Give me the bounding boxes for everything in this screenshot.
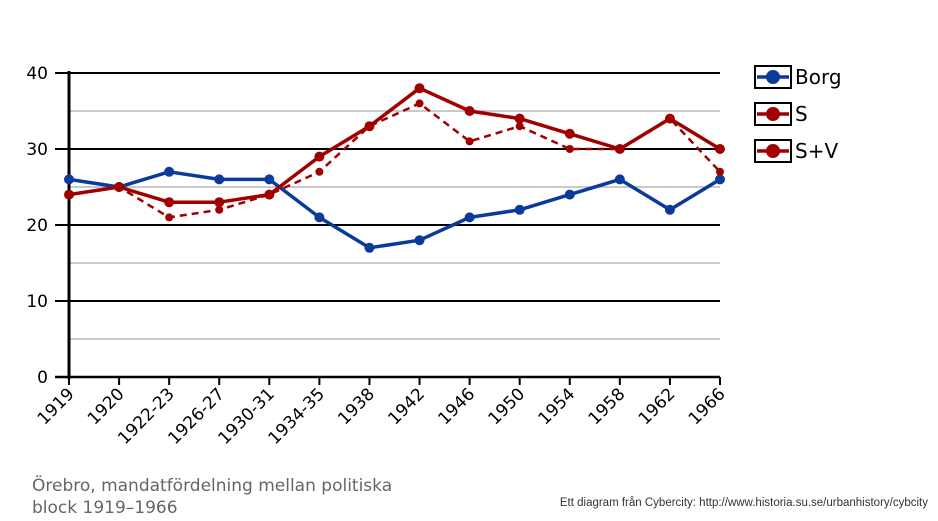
- data-point-S+V: [214, 197, 225, 208]
- data-point-S+V: [664, 113, 675, 124]
- x-tick-label: 1958: [585, 384, 630, 429]
- data-point-Borg: [364, 242, 375, 253]
- data-point-Borg: [164, 166, 175, 177]
- legend-marker-Borg: [766, 70, 780, 84]
- data-point-Borg: [664, 204, 675, 215]
- data-point-Borg: [715, 174, 725, 185]
- data-point-S+V: [564, 128, 575, 139]
- x-tick-label: 1962: [635, 384, 680, 429]
- y-tick-label: 10: [26, 292, 48, 312]
- x-tick-label: 1954: [535, 384, 580, 429]
- data-point-Borg: [514, 204, 525, 215]
- chart-caption: Örebro, mandatfördelning mellan politisk…: [32, 475, 452, 519]
- data-point-S: [415, 99, 424, 108]
- source-credit: Ett diagram från Cybercity: http://www.h…: [559, 497, 928, 509]
- series-line-S+V: [68, 86, 721, 204]
- x-tick-label: 1950: [484, 384, 529, 429]
- data-point-S+V: [414, 83, 425, 94]
- caption-line-2: block 1919–1966: [32, 498, 178, 518]
- data-point-Borg: [214, 174, 225, 185]
- x-tick-label: 1920: [84, 384, 129, 429]
- data-point-S+V: [64, 189, 74, 200]
- data-point-S+V: [264, 189, 275, 200]
- data-point-Borg: [64, 174, 74, 185]
- x-tick-label: 1966: [685, 384, 730, 429]
- data-point-Borg: [614, 174, 625, 185]
- data-point-S+V: [715, 144, 725, 154]
- data-point-S: [465, 137, 474, 146]
- data-point-Borg: [314, 212, 325, 223]
- caption-line-1: Örebro, mandatfördelning mellan politisk…: [32, 476, 393, 496]
- data-point-S: [315, 167, 324, 176]
- data-point-S: [565, 145, 574, 153]
- x-tick-label: 1942: [384, 384, 429, 429]
- data-point-Borg: [564, 189, 575, 200]
- data-point-S: [716, 167, 724, 176]
- legend-marker-S: [766, 107, 780, 121]
- legend-marker-S+V: [766, 144, 780, 158]
- data-point-S+V: [514, 113, 525, 124]
- series-line-Borg: [68, 170, 721, 250]
- y-tick-label: 30: [26, 140, 48, 160]
- x-tick-label: 1946: [434, 384, 479, 429]
- y-tick-label: 20: [26, 216, 48, 236]
- data-point-S+V: [364, 121, 375, 132]
- y-tick-label: 40: [26, 64, 48, 84]
- data-point-S: [215, 205, 224, 214]
- data-point-Borg: [414, 235, 425, 246]
- data-point-S+V: [114, 182, 125, 192]
- data-point-S+V: [614, 144, 625, 154]
- data-point-S+V: [164, 197, 175, 208]
- series-line-S: [68, 102, 721, 219]
- legend-label: S: [795, 102, 808, 126]
- data-point-S: [515, 122, 524, 131]
- x-tick-label: 1938: [334, 384, 379, 429]
- legend-label: Borg: [795, 65, 842, 89]
- y-tick-label: 0: [37, 368, 48, 388]
- legend-label: S+V: [795, 139, 838, 163]
- data-point-S+V: [314, 151, 325, 162]
- data-point-Borg: [464, 212, 475, 223]
- data-point-S+V: [464, 106, 475, 116]
- data-point-Borg: [264, 174, 275, 185]
- data-point-S: [165, 213, 174, 222]
- x-tick-label: 1919: [34, 384, 79, 429]
